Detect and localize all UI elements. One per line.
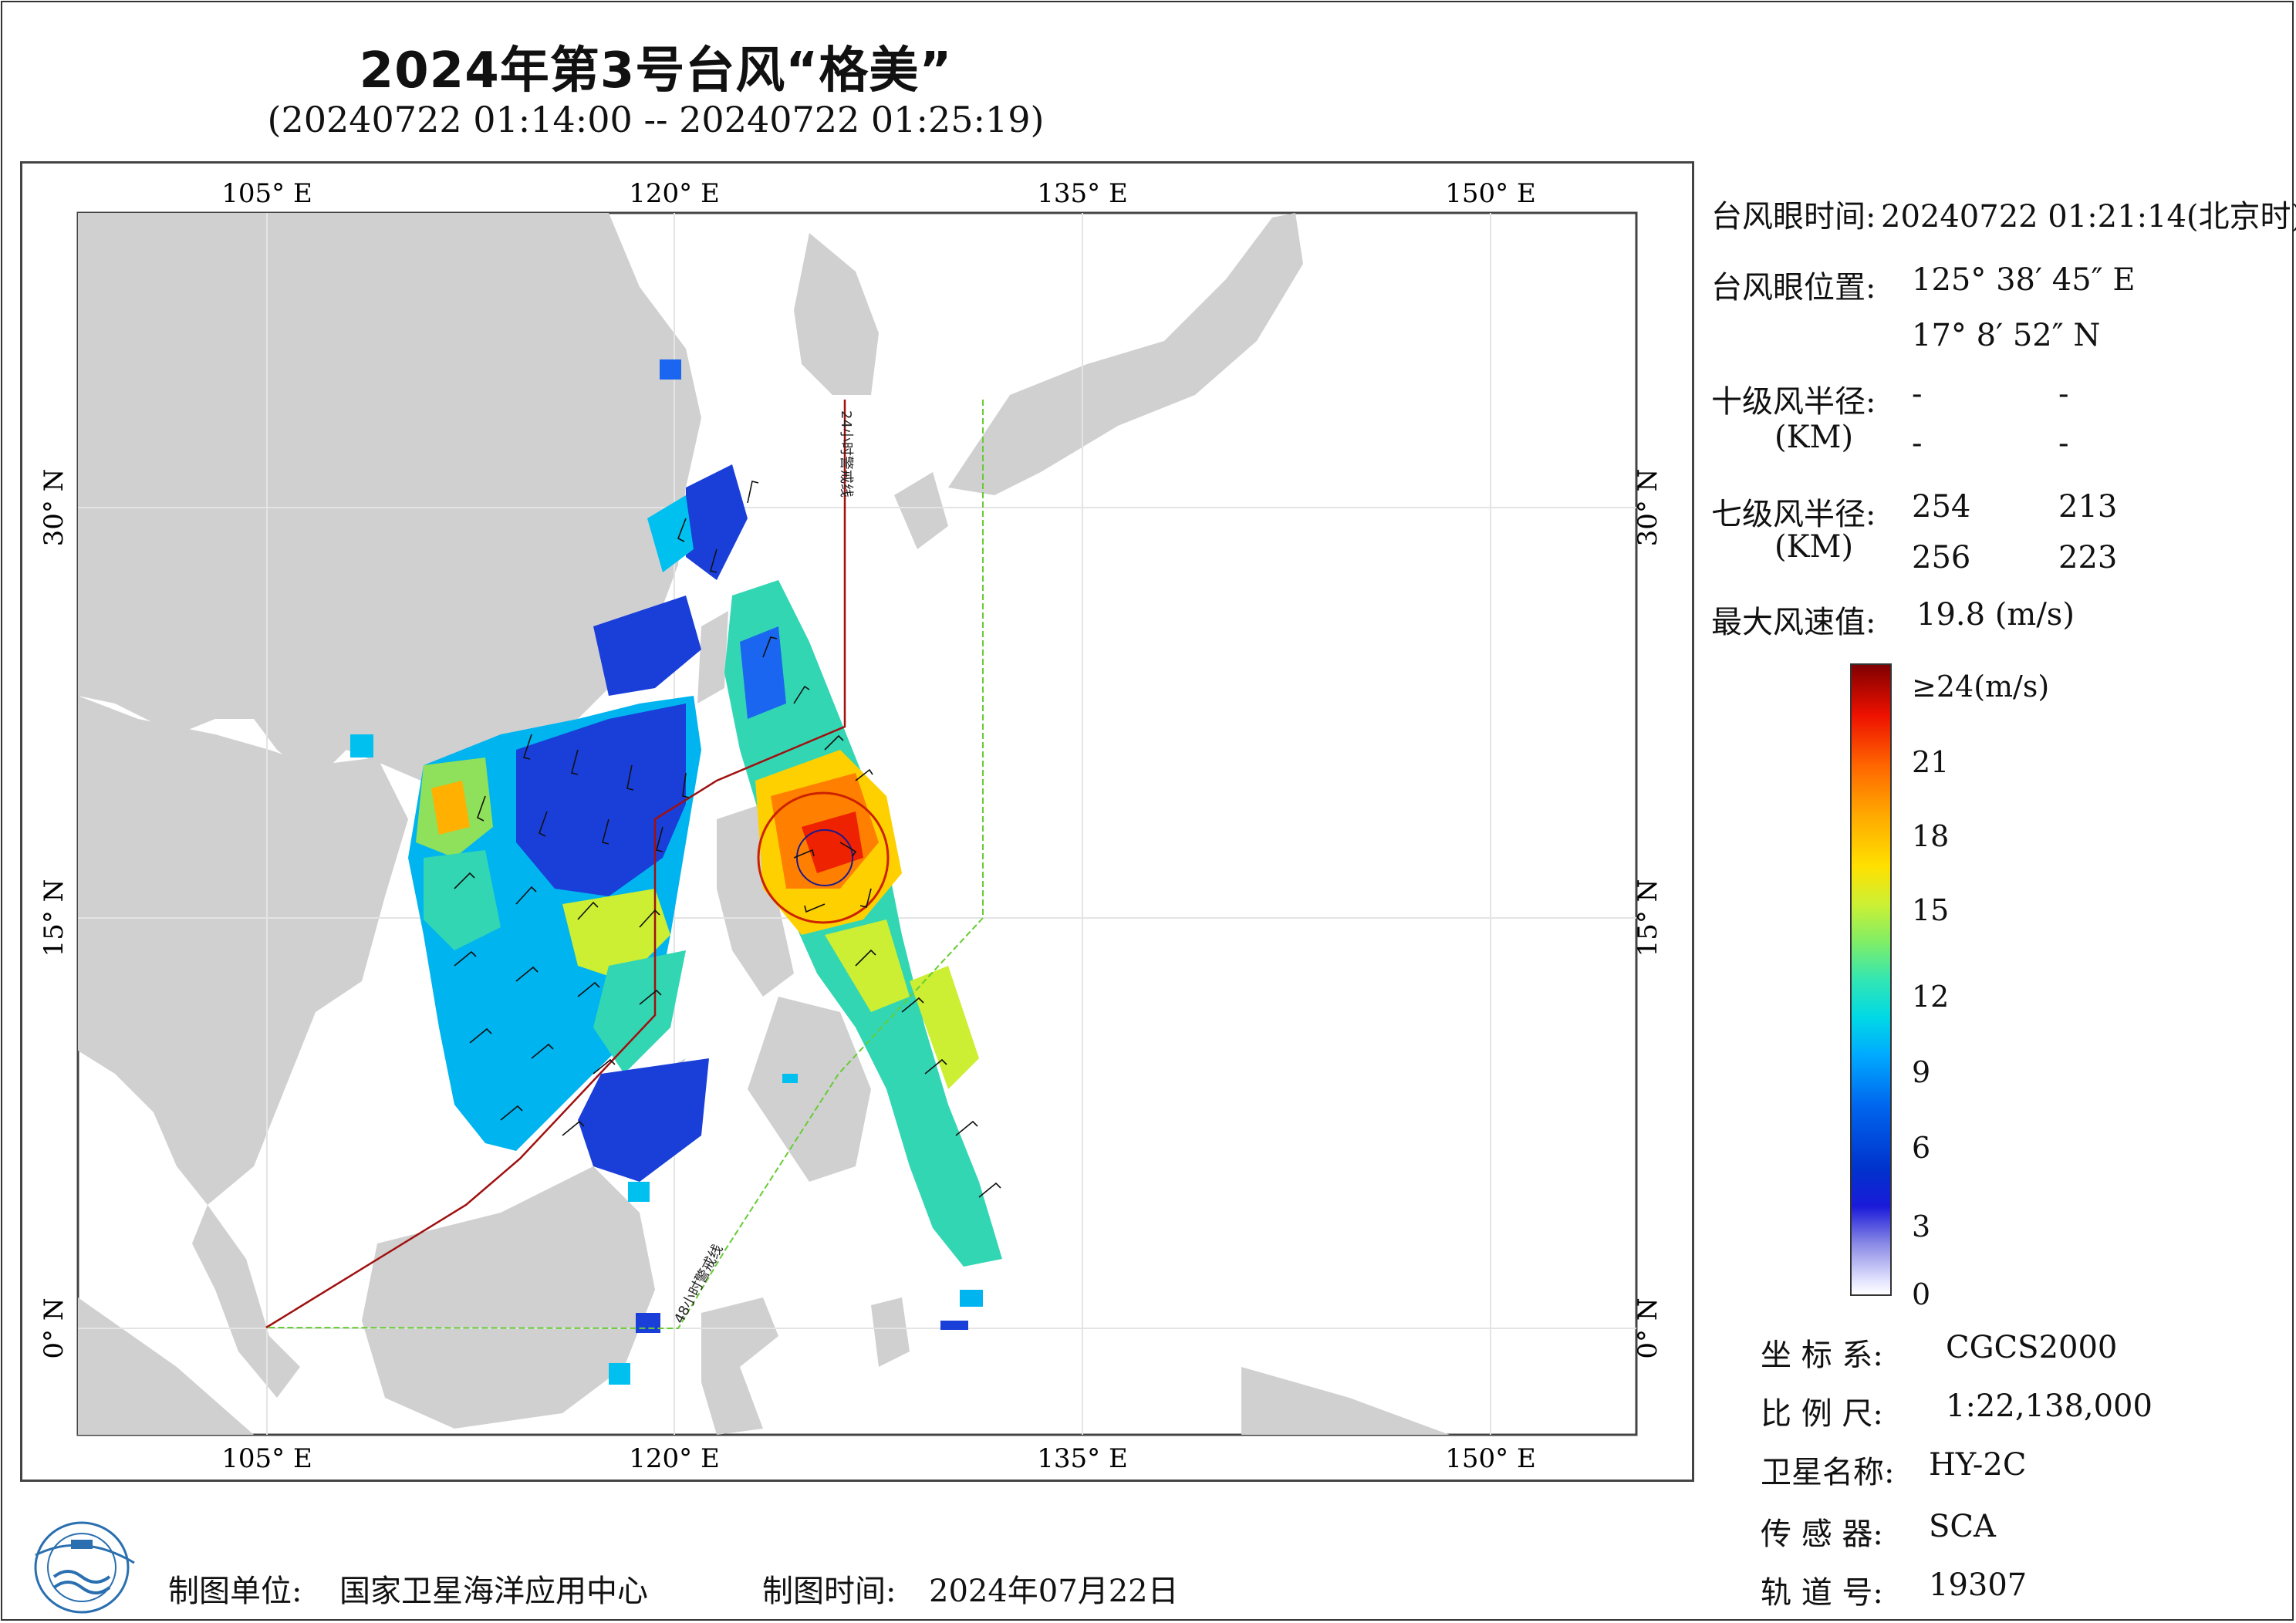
- china-mainland: [78, 213, 701, 788]
- lon-label-bottom-105: 105° E: [221, 1443, 312, 1474]
- max-wind-value: 19.8 (m/s): [1916, 597, 2075, 633]
- lat-label-left-0: 0° N: [39, 1297, 69, 1358]
- philippines-south: [748, 997, 871, 1182]
- wind-speed-colorbar: [1850, 663, 1892, 1296]
- colorbar-tick-12: 12: [1912, 980, 1950, 1014]
- colorbar-tick-9: 9: [1912, 1055, 1931, 1089]
- lat-label-right-30: 30° N: [1633, 469, 1663, 547]
- r7-unit: (KM): [1774, 529, 1854, 565]
- lat-label-right-15: 15° N: [1633, 879, 1663, 957]
- eye-longitude: 125° 38′ 45″ E: [1912, 262, 2136, 298]
- scale-label: 比 例 尺:: [1761, 1396, 1883, 1432]
- r7-value-nw: 223: [2058, 540, 2118, 575]
- time-range-subtitle: (20240722 01:14:00 -- 20240722 01:25:19): [267, 99, 1045, 140]
- malay-peninsula: [192, 1205, 300, 1398]
- orbit-value: 19307: [1929, 1567, 2028, 1603]
- scale-value: 1:22,138,000: [1946, 1388, 2152, 1424]
- halmahera: [871, 1297, 910, 1367]
- lat-label-left-15: 15° N: [39, 879, 69, 957]
- r10-value-nw: -: [2058, 426, 2069, 461]
- r7-value-ne: 254: [1912, 489, 1971, 525]
- r10-unit: (KM): [1774, 420, 1854, 455]
- colorbar-tick-3: 3: [1912, 1210, 1931, 1243]
- lat-label-right-0: 0° N: [1633, 1297, 1663, 1358]
- crs-value: CGCS2000: [1946, 1330, 2118, 1365]
- sumatra: [78, 1297, 254, 1435]
- orbit-label: 轨 道 号:: [1761, 1575, 1883, 1611]
- max-wind-label: 最大风速值:: [1711, 605, 1876, 640]
- satellite-label: 卫星名称:: [1761, 1455, 1895, 1490]
- r7-wind-circle: [757, 791, 890, 924]
- lon-label-top-105: 105° E: [221, 178, 312, 209]
- luzon: [717, 804, 794, 997]
- new-guinea: [1241, 1367, 1450, 1435]
- r7-value-sw: 256: [1912, 540, 1971, 575]
- indochina: [78, 696, 408, 1205]
- wind-small-patches: [609, 1074, 798, 1385]
- sensor-label: 传 感 器:: [1761, 1517, 1883, 1552]
- sulawesi: [701, 1297, 778, 1435]
- r10-label: 十级风半径:: [1711, 384, 1876, 420]
- taiwan: [697, 611, 728, 704]
- r10-value-sw: -: [1912, 426, 1923, 461]
- typhoon-eye-marker: [796, 829, 853, 886]
- wind-barbs: [454, 481, 1001, 1198]
- warning-line-24h-label: 24小时警戒线: [838, 410, 854, 498]
- lat-label-left-30: 30° N: [39, 469, 69, 547]
- page-title: 2024年第3号台风“格美”: [359, 42, 953, 100]
- map-frame: 24小时警戒线 48小时警戒线 105° E 120° E 135° E 150…: [20, 161, 1694, 1482]
- wind-swath-west: [350, 359, 748, 1182]
- colorbar-tick-15: 15: [1912, 893, 1950, 927]
- eye-position-label: 台风眼位置:: [1711, 270, 1876, 305]
- producer-label: 制图单位:: [168, 1574, 302, 1609]
- colorbar-tick-0: 0: [1912, 1277, 1931, 1311]
- r10-value-se: -: [2058, 376, 2069, 412]
- r7-value-se: 213: [2058, 489, 2118, 525]
- sensor-value: SCA: [1929, 1509, 1996, 1544]
- colorbar-top-label: ≥24(m/s): [1912, 670, 2050, 704]
- map-date-label: 制图时间:: [762, 1574, 896, 1609]
- land-layer: [78, 213, 1450, 1435]
- r10-value-ne: -: [1912, 376, 1923, 412]
- eye-time-label: 台风眼时间:: [1711, 199, 1876, 235]
- colorbar-tick-6: 6: [1912, 1131, 1931, 1165]
- korea: [794, 233, 879, 395]
- warning-line-24h: [265, 400, 846, 1329]
- warning-line-48h: [265, 400, 984, 1330]
- colorbar-tick-18: 18: [1912, 819, 1950, 853]
- r7-label: 七级风半径:: [1711, 497, 1876, 532]
- lon-label-bottom-135: 135° E: [1037, 1443, 1128, 1474]
- lon-label-top-135: 135° E: [1037, 178, 1128, 209]
- japan: [948, 213, 1303, 495]
- lon-label-bottom-150: 150° E: [1445, 1443, 1536, 1474]
- lon-label-bottom-120: 120° E: [629, 1443, 720, 1474]
- borneo: [362, 1166, 655, 1429]
- eye-latitude: 17° 8′ 52″ N: [1912, 318, 2101, 353]
- agency-logo: [34, 1521, 135, 1614]
- japan-south-islands: [894, 472, 948, 549]
- producer-value: 国家卫星海洋应用中心: [339, 1574, 648, 1609]
- satellite-value: HY-2C: [1929, 1447, 2027, 1483]
- lon-label-top-120: 120° E: [629, 178, 720, 209]
- lon-label-top-150: 150° E: [1445, 178, 1536, 209]
- colorbar-tick-21: 21: [1912, 745, 1950, 779]
- crs-label: 坐 标 系:: [1761, 1338, 1883, 1373]
- eye-time-value: 20240722 01:21:14(北京时): [1881, 199, 2296, 235]
- map-date-value: 2024年07月22日: [929, 1574, 1179, 1609]
- wind-field-map: 24小时警戒线 48小时警戒线 105° E 120° E 135° E 150…: [39, 178, 1663, 1474]
